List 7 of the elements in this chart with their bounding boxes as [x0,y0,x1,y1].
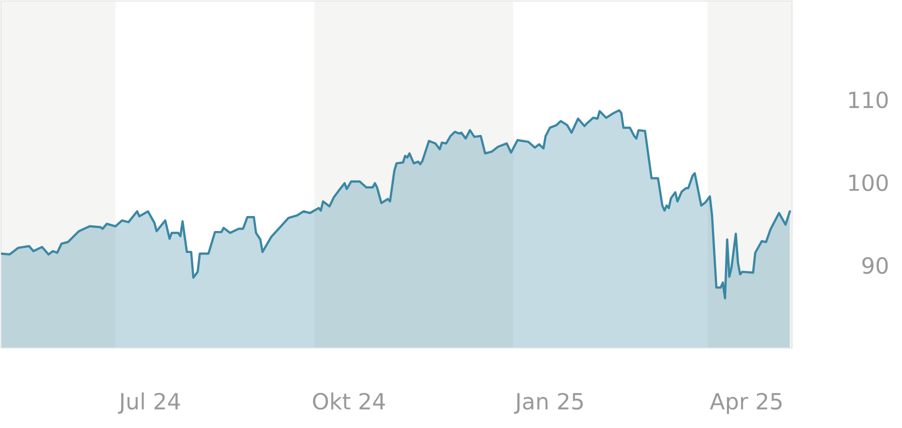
x-tick-label: Apr 25 [710,392,782,414]
y-tick-label: 110 [849,92,888,108]
x-tick-label: Jul 24 [118,392,180,414]
y-tick-label: 90 [862,257,888,274]
x-tick-label: Jan 25 [514,392,583,414]
x-tick-label: Okt 24 [312,392,385,410]
y-tick-label: 100 [849,174,888,192]
